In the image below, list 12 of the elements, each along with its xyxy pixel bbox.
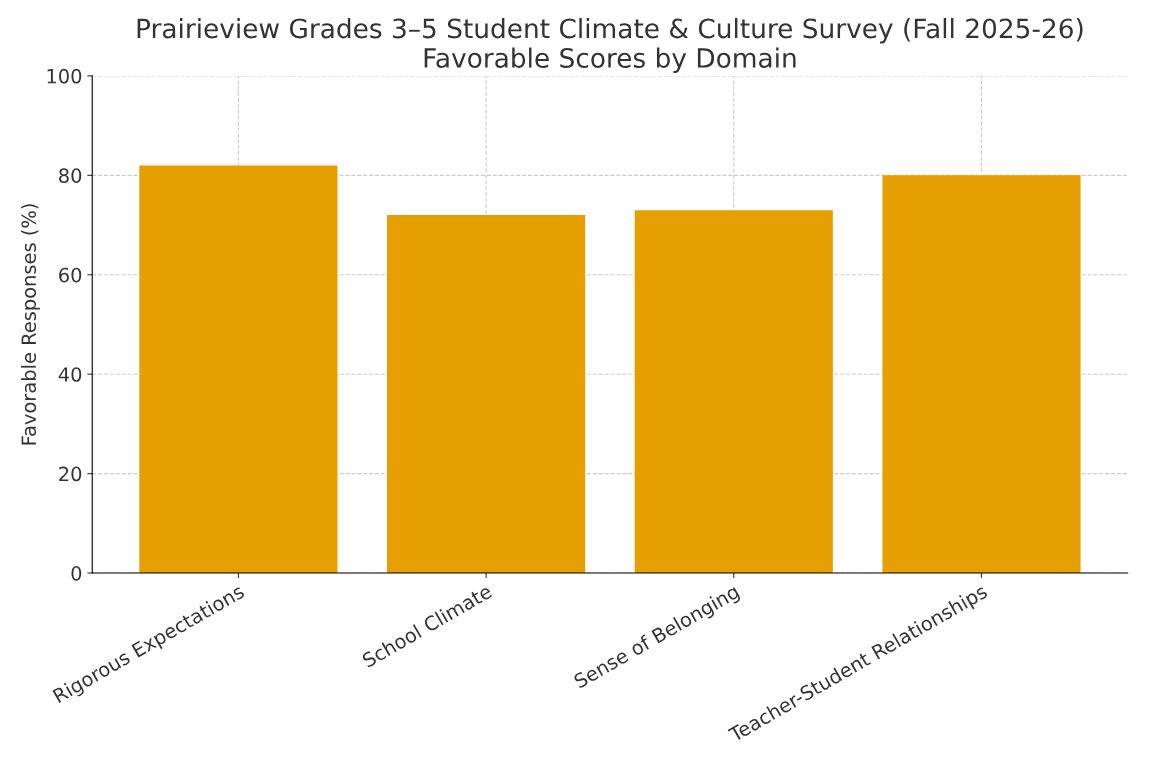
bar (139, 165, 338, 574)
y-tick-label: 100 (47, 68, 82, 84)
bar (634, 210, 833, 574)
bar (387, 215, 586, 574)
y-tick-label: 0 (71, 566, 82, 581)
y-tick-label: 80 (59, 168, 82, 183)
y-tick-label: 20 (59, 466, 82, 482)
bar (882, 175, 1081, 574)
y-tick-label: 60 (59, 267, 82, 283)
y-tick-label: 40 (58, 367, 82, 382)
chart-title: Prairieview Grades 3–5 Student Climate & Culture Survey (Fall 2025-26) Favorable Scores by Domain (137, 17, 1083, 74)
y-axis-title: Favorable Responses (%) (21, 204, 40, 445)
